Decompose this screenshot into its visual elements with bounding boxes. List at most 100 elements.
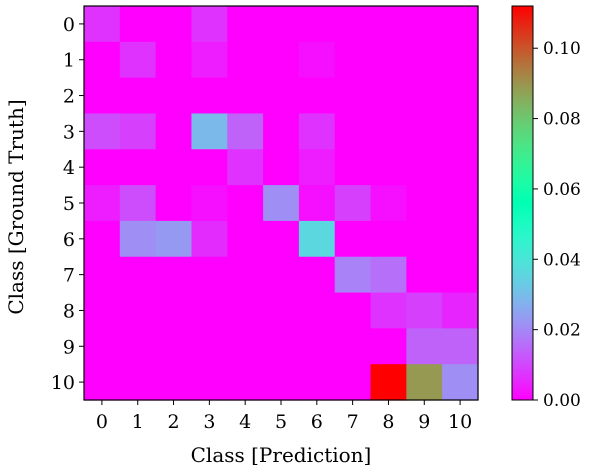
heatmap-cell (442, 149, 479, 186)
heatmap-cell (442, 113, 479, 150)
heatmap-cell (155, 113, 193, 150)
heatmap-cell (406, 364, 443, 401)
x-tick-label: 2 (167, 411, 179, 433)
heatmap-cell (227, 77, 264, 115)
heatmap-cell (263, 185, 300, 222)
heatmap-cell (298, 77, 336, 115)
heatmap-cell (191, 77, 228, 115)
colorbar (511, 5, 534, 401)
heatmap-cell (442, 292, 479, 329)
heatmap-cell (155, 149, 193, 186)
heatmap-cell (155, 364, 193, 401)
heatmap-cell (84, 256, 121, 294)
heatmap-cell (406, 185, 443, 222)
heatmap-cell (84, 220, 121, 258)
heatmap-cell (334, 41, 372, 79)
heatmap-cell (191, 41, 228, 79)
x-tick-label: 4 (239, 411, 251, 433)
x-tick-label: 3 (203, 411, 215, 433)
heatmap-cell (370, 149, 407, 186)
colorbar-tick-label: 0.08 (543, 110, 581, 130)
heatmap-cell (334, 220, 372, 258)
heatmap-cell (406, 220, 443, 258)
heatmap-cell (298, 41, 336, 79)
heatmap-cell (442, 328, 479, 365)
heatmap-cell (298, 364, 336, 401)
heatmap-cell (155, 328, 193, 365)
heatmap-cell (227, 41, 264, 79)
heatmap-cell (442, 41, 479, 79)
y-tick-label: 3 (63, 121, 75, 143)
heatmap-cell (442, 6, 479, 43)
y-tick-label: 2 (63, 86, 75, 108)
x-axis-ticks: 0 1 2 3 4 5 6 7 8 9 10 (96, 400, 472, 433)
y-tick-label: 4 (63, 157, 75, 179)
heatmap-cell (155, 256, 193, 294)
heatmap-cell (370, 77, 407, 115)
x-tick-label: 1 (132, 411, 144, 433)
x-axis-label: Class [Prediction] (191, 443, 372, 467)
heatmap-cell (119, 292, 157, 329)
heatmap-cell (263, 256, 300, 294)
x-tick-label: 9 (418, 411, 430, 433)
heatmap-cell (334, 113, 372, 150)
heatmap-cell (334, 364, 372, 401)
heatmap-cell (155, 185, 193, 222)
heatmap-cell (334, 292, 372, 329)
heatmap-cell (370, 6, 407, 43)
heatmap-cell (370, 256, 407, 294)
heatmap-cell (227, 364, 264, 401)
heatmap-cell (155, 292, 193, 329)
heatmap-cell (119, 185, 157, 222)
heatmap-cell (191, 364, 228, 401)
heatmap-cell (298, 149, 336, 186)
y-tick-label: 7 (63, 265, 75, 287)
heatmap-cell (406, 328, 443, 365)
colorbar-ticks: 0.00 0.02 0.04 0.06 0.08 0.10 (533, 39, 581, 411)
heatmap-cell (298, 292, 336, 329)
heatmap-cell (191, 256, 228, 294)
heatmap-cell (119, 328, 157, 365)
heatmap-cell (263, 220, 300, 258)
heatmap-cell (263, 113, 300, 150)
heatmap-cell (370, 113, 407, 150)
heatmap-cell (191, 220, 228, 258)
y-axis-label: Class [Ground Truth] (4, 99, 28, 314)
heatmap-cell (119, 6, 157, 43)
heatmap-cell (84, 185, 121, 222)
x-tick-label: 8 (382, 411, 394, 433)
heatmap-cell (119, 77, 157, 115)
heatmap-cell (227, 292, 264, 329)
heatmap-cell (119, 220, 157, 258)
heatmap-cell (370, 364, 407, 401)
heatmap-cell (298, 328, 336, 365)
heatmap-cell (370, 185, 407, 222)
heatmap-cell (84, 292, 121, 329)
x-tick-label: 6 (311, 411, 323, 433)
y-tick-label: 5 (63, 193, 75, 215)
heatmap-cell (370, 41, 407, 79)
heatmap-cell (191, 113, 228, 150)
heatmap-cell (84, 77, 121, 115)
heatmap-cell (334, 77, 372, 115)
heatmap-cell (442, 364, 479, 401)
heatmap-cell (119, 364, 157, 401)
heatmap-cell (298, 6, 336, 43)
colorbar-tick-label: 0.00 (543, 391, 581, 411)
heatmap-cell (119, 149, 157, 186)
y-tick-label: 9 (63, 336, 75, 358)
heatmap-cell (406, 41, 443, 79)
heatmap-cell (155, 41, 193, 79)
heatmap-cell (334, 149, 372, 186)
heatmap-cell (263, 328, 300, 365)
heatmap-cell (334, 185, 372, 222)
heatmap-cell (263, 6, 300, 43)
heatmap-cell (298, 220, 336, 258)
heatmap-cell (334, 256, 372, 294)
heatmap-cell (263, 364, 300, 401)
heatmap-cell (84, 149, 121, 186)
heatmap-cell (406, 256, 443, 294)
heatmap-cell (442, 77, 479, 115)
heatmap-cell (406, 149, 443, 186)
